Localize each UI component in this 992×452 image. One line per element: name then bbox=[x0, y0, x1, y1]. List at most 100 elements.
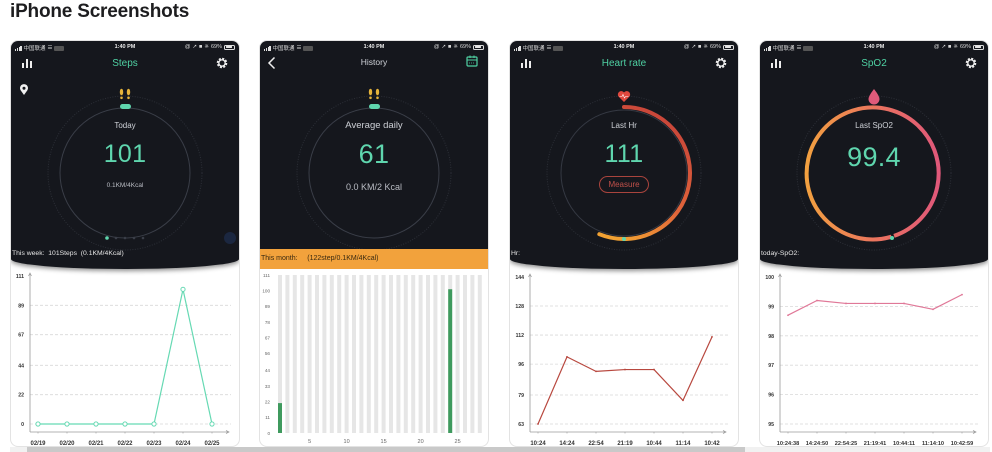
data-point[interactable] bbox=[537, 423, 539, 425]
heart-rate-chart: 63 79 96 112 128 144 10:24 14:24 22:54 21:19 10:44… bbox=[515, 273, 728, 447]
x-tick-label: 10:42 bbox=[704, 441, 720, 447]
data-point[interactable] bbox=[93, 421, 99, 427]
bar-background bbox=[300, 275, 305, 433]
y-tick-label: 22 bbox=[18, 393, 24, 399]
location-pin-icon[interactable] bbox=[18, 84, 30, 96]
footprints-icon bbox=[368, 88, 380, 100]
y-tick-label: 112 bbox=[516, 333, 524, 339]
alarm-icon: ■ bbox=[199, 44, 203, 50]
calendar-icon[interactable] bbox=[465, 54, 479, 68]
y-tick-label: 33 bbox=[265, 384, 271, 389]
status-time: 1:40 PM bbox=[114, 44, 136, 50]
data-point[interactable] bbox=[180, 286, 186, 292]
horizontal-scrollbar-thumb[interactable] bbox=[27, 447, 745, 452]
more-button[interactable] bbox=[224, 232, 236, 244]
data-point[interactable] bbox=[845, 302, 847, 305]
blood-drop-icon bbox=[868, 89, 880, 105]
status-time: 1:40 PM bbox=[363, 44, 385, 50]
data-point[interactable] bbox=[711, 335, 713, 338]
y-tick-label: 96 bbox=[518, 362, 524, 368]
data-point[interactable] bbox=[653, 368, 655, 371]
spo2-summary: today-SpO2: bbox=[761, 250, 800, 257]
vpn-badge bbox=[553, 45, 564, 51]
x-tick-label: 02/21 bbox=[88, 441, 104, 447]
x-tick-label: 20 bbox=[418, 439, 424, 445]
bar-background bbox=[359, 275, 364, 433]
x-tick-label: 10:44:11 bbox=[893, 441, 915, 447]
ring-label: Last SpO2 bbox=[855, 121, 893, 130]
bar-background bbox=[389, 275, 393, 433]
y-tick-label: 128 bbox=[515, 304, 524, 310]
ring-label: Average daily bbox=[345, 120, 403, 131]
y-tick-label: 11 bbox=[265, 415, 270, 420]
y-tick-label: 44 bbox=[265, 368, 271, 373]
data-point[interactable] bbox=[64, 421, 70, 427]
data-point[interactable] bbox=[932, 308, 934, 311]
x-tick-label: 02/25 bbox=[204, 441, 220, 447]
vpn-badge bbox=[303, 45, 314, 51]
alarm-icon: ■ bbox=[698, 44, 702, 50]
x-tick-label: 22:54 bbox=[588, 441, 604, 447]
battery-percent: 69% bbox=[959, 44, 971, 50]
y-axis-arrow-icon bbox=[528, 273, 532, 278]
x-tick-label: 5 bbox=[308, 439, 311, 445]
screenshot-heart-rate[interactable]: 中国联通 ☰ 1:40 PM @ ➚ ■ ※ 69% Heart rate bbox=[509, 40, 739, 447]
data-point[interactable] bbox=[151, 421, 157, 427]
data-point[interactable] bbox=[122, 421, 128, 427]
back-chevron-icon[interactable] bbox=[265, 56, 279, 70]
bar-chart-icon[interactable] bbox=[769, 56, 783, 70]
wifi-icon: ☰ bbox=[47, 45, 53, 51]
bar-background bbox=[433, 275, 438, 433]
steps-ring bbox=[47, 88, 236, 251]
screenshot-spo2[interactable]: 中国联通 ☰ 1:40 PM @ ➚ ■ ※ 69% SpO2 bbox=[759, 40, 989, 447]
screenshot-steps[interactable]: 中国联通 ☰ 1:40 PM @ ➚ ■ ※ 69% Steps bbox=[10, 40, 240, 447]
data-point[interactable] bbox=[787, 314, 789, 317]
data-point[interactable] bbox=[624, 368, 626, 371]
bar-background bbox=[381, 275, 386, 433]
measure-button[interactable]: Measure bbox=[599, 176, 649, 193]
battery-icon bbox=[473, 44, 484, 50]
carrier-label: 中国联通 bbox=[23, 46, 46, 52]
bar-chart-icon[interactable] bbox=[519, 56, 533, 70]
data-point[interactable] bbox=[595, 370, 597, 373]
y-tick-label: 79 bbox=[518, 393, 524, 399]
y-tick-label: 111 bbox=[263, 273, 270, 278]
spo2-chart: 95 96 97 98 99 100 10:24:38 14:24:50 22:54:25 21:… bbox=[765, 273, 978, 447]
gear-icon[interactable] bbox=[215, 56, 229, 70]
x-tick-label: 11:14 bbox=[675, 441, 691, 447]
bar-background bbox=[463, 275, 467, 433]
data-point[interactable] bbox=[566, 355, 568, 358]
data-point[interactable] bbox=[816, 299, 818, 302]
battery-icon bbox=[973, 44, 984, 50]
x-tick-label: 10:42:59 bbox=[951, 441, 973, 447]
carrier-label: 中国联通 bbox=[522, 46, 545, 52]
bluetooth-icon: ※ bbox=[703, 44, 708, 50]
data-point[interactable] bbox=[903, 302, 905, 305]
y-tick-label: 99 bbox=[768, 304, 774, 310]
distance-calories: 0.0 KM/2 Kcal bbox=[345, 182, 403, 192]
bar[interactable] bbox=[448, 289, 453, 433]
signal-icon bbox=[264, 45, 271, 51]
bar[interactable] bbox=[278, 403, 282, 433]
week-summary: This week: 101Steps (0.1KM/4Kcal) bbox=[12, 250, 124, 257]
y-tick-label: 44 bbox=[18, 363, 24, 369]
location-arrow-icon: ➚ bbox=[441, 44, 447, 50]
screenshot-history[interactable]: 中国联通 ☰ 1:40 PM @ ➚ ■ ※ 69% History bbox=[259, 40, 489, 447]
bar-chart-icon[interactable] bbox=[20, 56, 34, 70]
data-point[interactable] bbox=[209, 421, 215, 427]
dark-header-area: 中国联通 ☰ 1:40 PM @ ➚ ■ ※ 69% Steps bbox=[11, 41, 239, 269]
x-tick-label: 02/19 bbox=[30, 441, 46, 447]
ring-label: Today bbox=[114, 121, 136, 130]
data-point[interactable] bbox=[961, 293, 963, 296]
data-point[interactable] bbox=[35, 421, 41, 427]
bar-background bbox=[374, 275, 379, 433]
bar-background bbox=[403, 275, 408, 433]
gear-icon[interactable] bbox=[714, 56, 728, 70]
signal-icon bbox=[15, 45, 22, 51]
location-arrow-icon: ➚ bbox=[192, 44, 198, 50]
data-point[interactable] bbox=[682, 399, 684, 402]
status-bar: 中国联通 ☰ 1:40 PM @ ➚ ■ ※ 69% bbox=[760, 41, 988, 53]
distance-calories: 0.1KM/4Kcal bbox=[106, 182, 144, 189]
data-point[interactable] bbox=[874, 302, 876, 305]
gear-icon[interactable] bbox=[964, 56, 978, 70]
